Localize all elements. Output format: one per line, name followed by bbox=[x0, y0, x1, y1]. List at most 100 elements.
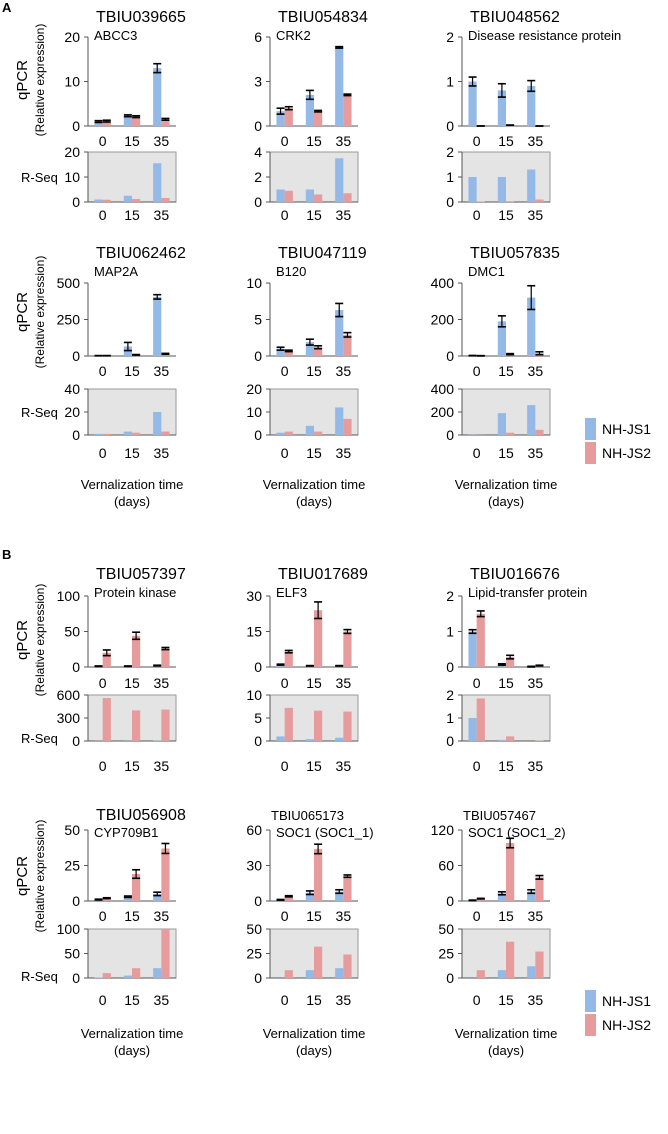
chart-TBIU047119: TBIU047119 B120 0 5 10 0 10 20 0 0 15 15 35 35 Vernali… bbox=[246, 245, 366, 509]
rseq-x-tick-label: 35 bbox=[528, 445, 544, 461]
rseq-bar-nh-js2-0 bbox=[284, 431, 293, 435]
qpcr-x-tick-label: 0 bbox=[473, 908, 481, 924]
rseq-bar-nh-js2-35 bbox=[343, 954, 352, 978]
qpcr-y-tick-label: 0 bbox=[446, 659, 454, 675]
row-labels-b1: qPCR (Relative expression) R-Seq bbox=[14, 584, 58, 746]
qpcr-x-tick-label: 15 bbox=[498, 363, 514, 379]
gene-name-label: SOC1 (SOC1_1) bbox=[276, 825, 374, 840]
qpcr-bar-nh-js1-35 bbox=[335, 47, 344, 127]
qpcr-x-tick-label: 35 bbox=[528, 363, 544, 379]
qpcr-y-tick-label: 0 bbox=[446, 118, 454, 134]
rseq-y-tick-label: 0 bbox=[72, 194, 80, 210]
rseq-y-tick-label: 0 bbox=[254, 427, 262, 443]
rseq-bar-nh-js1-15 bbox=[305, 970, 314, 978]
rseq-bar-nh-js1-35 bbox=[335, 737, 344, 741]
rseq-bar-nh-js2-0 bbox=[476, 970, 485, 978]
legend-label-js1: NH-JS1 bbox=[602, 421, 651, 437]
qpcr-bar-nh-js2-35 bbox=[343, 334, 352, 356]
gene-name-label: Disease resistance protein bbox=[468, 28, 621, 43]
qpcr-y-tick-label: 60 bbox=[246, 822, 262, 838]
qpcr-bar-nh-js2-0 bbox=[102, 121, 111, 126]
panel-label-a: A bbox=[2, 0, 12, 15]
rseq-bar-nh-js1-0 bbox=[276, 736, 285, 741]
qpcr-y-tick-label: 0 bbox=[72, 348, 80, 364]
rseq-bar-nh-js1-0 bbox=[276, 432, 285, 435]
rseq-bar-nh-js1-15 bbox=[497, 739, 506, 741]
rseq-y-tick-label: 1 bbox=[446, 710, 454, 726]
qpcr-y-tick-label: 50 bbox=[64, 822, 80, 838]
x-axis-title: Vernalization time bbox=[455, 477, 558, 492]
rseq-x-tick-label: 35 bbox=[336, 758, 352, 774]
qpcr-bar-nh-js2-15 bbox=[132, 874, 141, 901]
qpcr-bar-nh-js2-15 bbox=[132, 635, 141, 667]
rseq-bar-nh-js1-15 bbox=[305, 425, 314, 435]
gene-id-title: TBIU057467 bbox=[463, 808, 536, 823]
rseq-x-tick-label: 35 bbox=[336, 992, 352, 1008]
qpcr-label: qPCR bbox=[14, 620, 31, 660]
rseq-x-tick-label: 15 bbox=[306, 445, 322, 461]
qpcr-bar-nh-js2-0 bbox=[284, 108, 293, 126]
rseq-bar-nh-js2-35 bbox=[343, 418, 352, 435]
qpcr-label: qPCR bbox=[14, 856, 31, 896]
qpcr-x-tick-label: 15 bbox=[306, 133, 322, 149]
qpcr-y-tick-label: 30 bbox=[246, 588, 262, 604]
qpcr-bar-nh-js2-0 bbox=[284, 651, 293, 667]
x-axis-title: Vernalization time bbox=[81, 1026, 184, 1041]
qpcr-y-tick-label: 0 bbox=[254, 118, 262, 134]
qpcr-y-tick-label: 3 bbox=[254, 74, 262, 90]
chart-TBIU057467: TBIU057467 SOC1 (SOC1_2) 0 60 120 0 25 50 0 0 15 15… bbox=[431, 808, 566, 1058]
qpcr-y-tick-label: 0 bbox=[72, 118, 80, 134]
qpcr-bar-nh-js1-15 bbox=[497, 893, 506, 901]
gene-id-title: TBIU048562 bbox=[470, 9, 560, 26]
rseq-x-tick-label: 35 bbox=[528, 207, 544, 223]
rseq-y-tick-label: 600 bbox=[57, 687, 81, 703]
rseq-bar-nh-js2-15 bbox=[314, 710, 323, 741]
rseq-x-tick-label: 15 bbox=[306, 992, 322, 1008]
rseq-bar-nh-js1-15 bbox=[123, 431, 132, 435]
rseq-bar-nh-js2-35 bbox=[343, 193, 352, 202]
x-axis-title: Vernalization time bbox=[81, 477, 184, 492]
rseq-bar-nh-js1-35 bbox=[153, 968, 162, 978]
qpcr-x-tick-label: 35 bbox=[336, 133, 352, 149]
rseq-bar-nh-js2-35 bbox=[343, 711, 352, 741]
qpcr-bar-nh-js1-35 bbox=[527, 85, 536, 126]
rseq-bar-nh-js2-15 bbox=[506, 432, 515, 435]
charts-layer: TBIU039665ABCC301020010200015153535TBIU0… bbox=[57, 9, 622, 1058]
gene-id-title: TBIU047119 bbox=[278, 245, 367, 262]
qpcr-y-tick-label: 120 bbox=[431, 822, 455, 838]
qpcr-bar-nh-js1-35 bbox=[527, 297, 536, 356]
qpcr-x-tick-label: 15 bbox=[306, 363, 322, 379]
rseq-bar-nh-js2-15 bbox=[132, 710, 141, 741]
rseq-bar-nh-js1-15 bbox=[123, 975, 132, 978]
rseq-y-tick-label: 20 bbox=[64, 144, 80, 160]
qpcr-label: qPCR bbox=[14, 292, 31, 332]
gene-name-label: CYP709B1 bbox=[94, 825, 158, 840]
qpcr-x-tick-label: 15 bbox=[498, 133, 514, 149]
rseq-y-tick-label: 20 bbox=[64, 404, 80, 420]
chart-TBIU057397: TBIU057397 Protein kinase 0 50 100 0 300 600 0 0 1… bbox=[57, 566, 186, 774]
legend-swatch-js2 bbox=[585, 1014, 596, 1036]
qpcr-y-tick-label: 2 bbox=[446, 29, 454, 45]
rseq-y-tick-label: 400 bbox=[431, 381, 455, 397]
rseq-x-tick-label: 0 bbox=[99, 758, 107, 774]
qpcr-bar-nh-js2-0 bbox=[476, 613, 485, 667]
rseq-bar-nh-js2-35 bbox=[161, 709, 170, 741]
rseq-y-tick-label: 0 bbox=[446, 194, 454, 210]
qpcr-y-tick-label: 30 bbox=[246, 858, 262, 874]
qpcr-x-tick-label: 0 bbox=[99, 675, 107, 691]
qpcr-x-tick-label: 35 bbox=[336, 908, 352, 924]
qpcr-x-tick-label: 35 bbox=[154, 363, 170, 379]
rseq-y-tick-label: 25 bbox=[246, 946, 262, 962]
qpcr-bar-nh-js1-0 bbox=[276, 348, 285, 356]
gene-id-title: TBIU016676 bbox=[470, 566, 560, 583]
qpcr-bar-nh-js2-15 bbox=[506, 657, 515, 667]
rseq-bar-nh-js1-35 bbox=[153, 412, 162, 435]
qpcr-sublabel: (Relative expression) bbox=[33, 24, 47, 137]
rseq-x-tick-label: 0 bbox=[99, 992, 107, 1008]
rseq-y-tick-label: 0 bbox=[254, 194, 262, 210]
qpcr-y-tick-label: 60 bbox=[438, 858, 454, 874]
rseq-x-tick-label: 15 bbox=[124, 758, 140, 774]
legend-a: NH-JS1 NH-JS2 bbox=[585, 418, 651, 464]
rseq-y-tick-label: 25 bbox=[438, 946, 454, 962]
